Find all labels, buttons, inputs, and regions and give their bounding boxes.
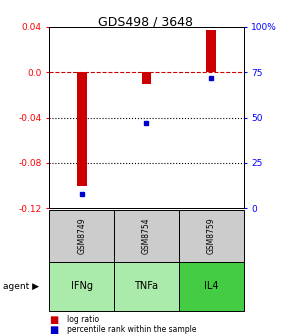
Bar xyxy=(77,72,86,185)
Text: GSM8754: GSM8754 xyxy=(142,218,151,254)
Text: GDS498 / 3648: GDS498 / 3648 xyxy=(97,15,193,28)
Text: agent ▶: agent ▶ xyxy=(3,282,39,291)
Text: IL4: IL4 xyxy=(204,282,218,291)
Bar xyxy=(142,72,151,84)
Bar xyxy=(114,210,179,262)
Text: IFNg: IFNg xyxy=(71,282,93,291)
Text: TNFa: TNFa xyxy=(135,282,158,291)
Bar xyxy=(179,210,244,262)
Bar xyxy=(179,262,244,311)
Bar xyxy=(49,210,114,262)
Bar xyxy=(49,262,114,311)
Text: GSM8749: GSM8749 xyxy=(77,218,86,254)
Bar xyxy=(114,262,179,311)
Text: ■: ■ xyxy=(49,315,59,325)
Text: log ratio: log ratio xyxy=(67,316,99,324)
Text: ■: ■ xyxy=(49,325,59,335)
Text: GSM8759: GSM8759 xyxy=(207,218,216,254)
Bar xyxy=(206,30,216,72)
Text: percentile rank within the sample: percentile rank within the sample xyxy=(67,326,196,334)
